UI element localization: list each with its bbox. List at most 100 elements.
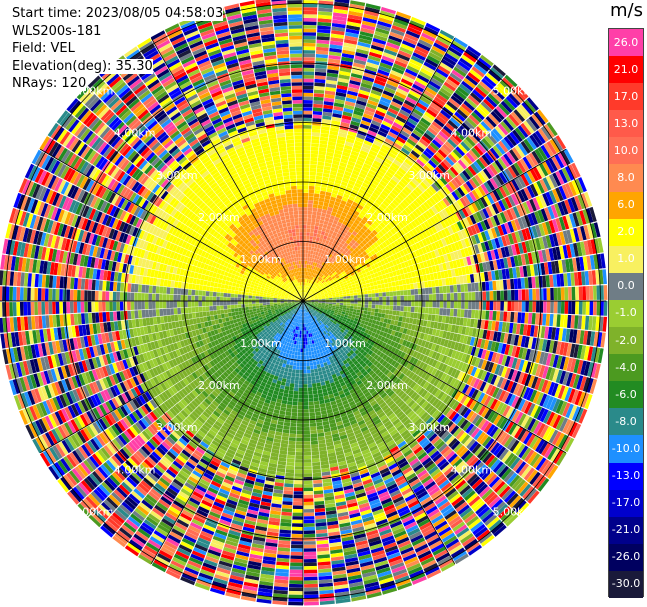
velocity-bin [307, 387, 313, 392]
velocity-bin [338, 128, 348, 135]
velocity-bin [344, 247, 349, 253]
velocity-bin [387, 131, 398, 139]
velocity-bin [312, 262, 316, 266]
velocity-bin [323, 251, 328, 256]
velocity-bin [384, 283, 389, 288]
velocity-bin [303, 28, 317, 33]
velocity-bin [373, 220, 380, 227]
velocity-bin [343, 298, 347, 301]
velocity-bin [496, 301, 501, 311]
velocity-bin [316, 382, 321, 387]
velocity-bin [409, 167, 418, 175]
velocity-bin [451, 69, 465, 80]
velocity-bin [553, 301, 558, 314]
velocity-bin [373, 281, 378, 286]
velocity-bin [367, 307, 372, 312]
velocity-bin [307, 279, 309, 283]
velocity-bin [316, 36, 330, 41]
velocity-bin [374, 289, 379, 294]
velocity-bin [313, 397, 319, 402]
velocity-bin [304, 289, 306, 293]
velocity-bin [342, 46, 356, 52]
velocity-bin [320, 133, 329, 138]
velocity-bin [308, 283, 311, 287]
velocity-bin [459, 57, 473, 69]
velocity-bin [430, 48, 444, 59]
velocity-bin [367, 130, 377, 137]
velocity-bin [303, 289, 305, 293]
velocity-bin [444, 103, 456, 114]
velocity-bin [474, 86, 487, 98]
velocity-bin [316, 233, 321, 238]
velocity-bin [343, 296, 347, 299]
velocity-bin [317, 367, 322, 372]
velocity-bin [334, 249, 340, 254]
velocity-bin [327, 206, 333, 212]
velocity-bin [414, 144, 425, 153]
velocity-bin [345, 186, 353, 193]
velocity-bin [405, 30, 421, 39]
velocity-bin [342, 111, 353, 117]
velocity-bin [492, 64, 506, 77]
velocity-bin [408, 114, 420, 123]
velocity-bin [406, 65, 420, 74]
velocity-bin [303, 200, 308, 204]
velocity-bin [313, 274, 317, 278]
velocity-bin [308, 243, 312, 247]
velocity-bin [392, 199, 400, 207]
velocity-bin [341, 56, 354, 63]
velocity-bin [428, 307, 433, 315]
velocity-bin [360, 82, 372, 90]
velocity-bin [575, 301, 579, 315]
velocity-bin [343, 303, 347, 306]
velocity-bin [312, 114, 322, 119]
velocity-bin [406, 138, 417, 147]
velocity-bin [370, 89, 382, 97]
velocity-bin [325, 83, 337, 89]
velocity-bin [362, 216, 369, 223]
velocity-bin [317, 25, 331, 30]
velocity-bin [335, 95, 346, 101]
velocity-bin [468, 292, 472, 301]
velocity-bin [328, 51, 342, 57]
velocity-bin [303, 282, 305, 286]
velocity-bin [314, 71, 327, 77]
velocity-bin [441, 84, 454, 95]
velocity-bin [506, 311, 511, 322]
velocity-bin [303, 150, 311, 154]
velocity-bin [363, 231, 370, 237]
velocity-bin [368, 169, 377, 176]
velocity-bin [325, 86, 336, 92]
velocity-bin [303, 285, 305, 290]
velocity-bin [420, 153, 430, 162]
velocity-bin [396, 295, 401, 301]
velocity-bin [396, 301, 401, 306]
velocity-bin [303, 125, 312, 129]
velocity-bin [363, 140, 373, 147]
velocity-bin [413, 161, 423, 170]
velocity-bin [344, 217, 350, 223]
velocity-bin [316, 43, 329, 48]
velocity-bin [310, 164, 317, 169]
velocity-bin [312, 277, 315, 281]
velocity-bin [399, 191, 407, 199]
velocity-bin [312, 286, 316, 290]
velocity-bin [367, 198, 375, 205]
velocity-bin [316, 279, 320, 284]
velocity-bin [378, 292, 383, 297]
velocity-bin [394, 14, 410, 23]
velocity-bin [316, 255, 320, 260]
velocity-bin [309, 280, 313, 284]
velocity-bin [432, 287, 436, 294]
velocity-bin [339, 253, 345, 258]
velocity-bin [307, 287, 310, 291]
velocity-bin [318, 11, 333, 16]
velocity-bin [322, 176, 329, 181]
velocity-bin [380, 58, 394, 67]
velocity-bin [362, 143, 372, 150]
velocity-bin [364, 191, 372, 198]
velocity-bin [327, 249, 332, 254]
velocity-bin [337, 251, 342, 256]
velocity-bin [303, 82, 314, 86]
velocity-bin [310, 157, 318, 162]
